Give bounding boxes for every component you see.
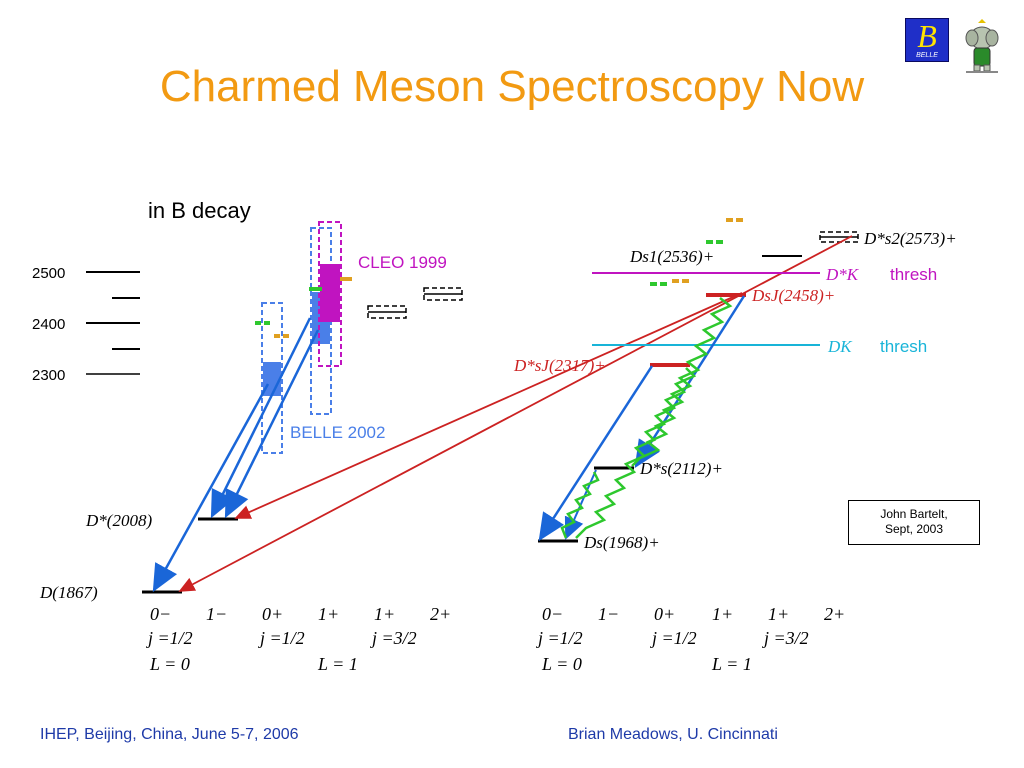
thresholds: D*K thresh DK thresh bbox=[592, 265, 937, 356]
credit-line-2: Sept, 2003 bbox=[884, 522, 944, 536]
quantum-numbers-left: 0− 1− 0+ 1+ 1+ 2+ j =1/2 j =1/2 j =3/2 L… bbox=[146, 604, 451, 674]
ds-levels: Ds1(2536)+ D*s2(2573)+ DsJ(2458)+ D*sJ(2… bbox=[513, 229, 957, 552]
j-left-2: j =3/2 bbox=[370, 628, 417, 648]
dk-label: DK bbox=[827, 337, 853, 356]
blue-decay-arrows bbox=[152, 317, 320, 593]
jp-right-5: 2+ bbox=[824, 604, 845, 624]
jp-right-0: 0− bbox=[542, 604, 563, 624]
dstar-k-thresh: thresh bbox=[890, 265, 937, 284]
cleo-measurement bbox=[318, 221, 342, 367]
j-right-2: j =3/2 bbox=[762, 628, 809, 648]
footer-right: Brian Meadows, U. Cincinnati bbox=[568, 726, 778, 743]
belle-logo: B BELLE bbox=[905, 18, 949, 62]
page-title: Charmed Meson Spectroscopy Now bbox=[159, 62, 865, 111]
mass-tick-2300: 2300 bbox=[32, 367, 65, 384]
credit-line-1: John Bartelt, bbox=[880, 507, 948, 521]
credit-box: John Bartelt, Sept, 2003 bbox=[848, 500, 980, 545]
L-left-0: L = 0 bbox=[149, 654, 190, 674]
ds-photon-zigzags bbox=[560, 297, 733, 539]
d-star-2008-label: D*(2008) bbox=[85, 511, 152, 530]
footer-left: IHEP, Beijing, China, June 5-7, 2006 bbox=[40, 726, 299, 743]
jp-left-5: 2+ bbox=[430, 604, 451, 624]
ds1-2536-label: Ds1(2536)+ bbox=[629, 247, 714, 266]
mass-scale: 2500 2400 2300 bbox=[32, 265, 140, 384]
d-1867-label: D(1867) bbox=[39, 583, 98, 602]
babar-mascot-icon bbox=[965, 19, 999, 73]
quantum-numbers-right: 0− 1− 0+ 1+ 1+ 2+ j =1/2 j =1/2 j =3/2 L… bbox=[536, 604, 845, 674]
jp-left-2: 0+ bbox=[262, 604, 283, 624]
dk-thresh: thresh bbox=[880, 337, 927, 356]
ds-star-2112-label: D*s(2112)+ bbox=[639, 459, 723, 478]
jp-left-0: 0− bbox=[150, 604, 171, 624]
dsj-2458-label: DsJ(2458)+ bbox=[751, 286, 835, 305]
belle-logo-sub: BELLE bbox=[916, 52, 938, 59]
mass-tick-2400: 2400 bbox=[32, 316, 65, 333]
mass-tick-2500: 2500 bbox=[32, 265, 65, 282]
belle-label: BELLE 2002 bbox=[290, 423, 385, 442]
jp-right-1: 1− bbox=[598, 604, 619, 624]
L-right-0: L = 0 bbox=[541, 654, 582, 674]
cleo-label: CLEO 1999 bbox=[358, 253, 447, 272]
jp-right-2: 0+ bbox=[654, 604, 675, 624]
ds-1968-label: Ds(1968)+ bbox=[583, 533, 660, 552]
jp-right-4: 1+ bbox=[768, 604, 789, 624]
belle-logo-glyph: B bbox=[917, 18, 937, 54]
jp-right-3: 1+ bbox=[712, 604, 733, 624]
j-right-0: j =1/2 bbox=[536, 628, 583, 648]
measurement-ticks bbox=[255, 218, 745, 338]
L-right-1: L = 1 bbox=[711, 654, 752, 674]
jp-left-1: 1− bbox=[206, 604, 227, 624]
left-ground-states: D*(2008) D(1867) bbox=[39, 511, 238, 602]
ds-blue-transitions bbox=[538, 295, 746, 542]
L-left-1: L = 1 bbox=[317, 654, 358, 674]
decay-heading: in B decay bbox=[148, 198, 251, 223]
ds2-2573-label: D*s2(2573)+ bbox=[863, 229, 957, 248]
j-left-1: j =1/2 bbox=[258, 628, 305, 648]
jp-left-3: 1+ bbox=[318, 604, 339, 624]
jp-left-4: 1+ bbox=[374, 604, 395, 624]
j-left-0: j =1/2 bbox=[146, 628, 193, 648]
belle-measurements bbox=[261, 227, 332, 454]
unobserved-levels bbox=[367, 231, 859, 319]
j-right-1: j =1/2 bbox=[650, 628, 697, 648]
dsj-2317-label: D*sJ(2317)+ bbox=[513, 356, 606, 375]
dstar-k-label: D*K bbox=[825, 265, 860, 284]
